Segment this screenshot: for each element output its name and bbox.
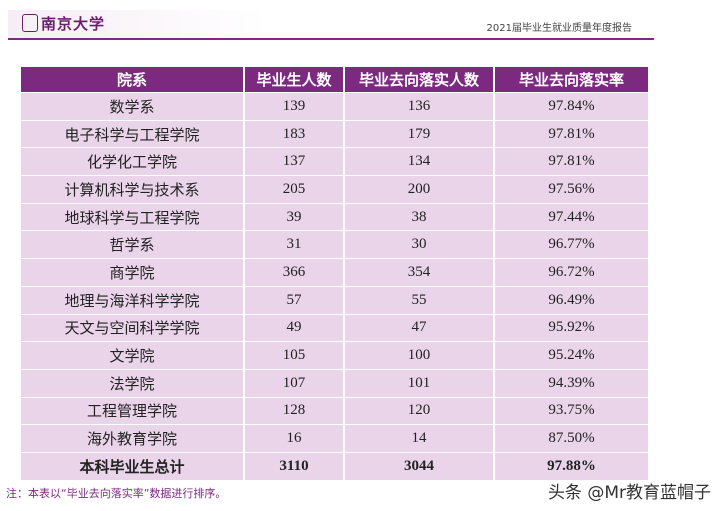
table-cell: 商学院 [21, 259, 243, 286]
header-row: 院系 毕业生人数 毕业去向落实人数 毕业去向落实率 [21, 67, 648, 92]
table-cell: 化学化工学院 [21, 148, 243, 176]
table-cell: 97.81% [495, 148, 648, 176]
table-cell: 205 [245, 176, 343, 203]
table-cell: 94.39% [495, 369, 648, 397]
table-cell: 183 [245, 120, 343, 148]
table-cell: 天文与空间科学学院 [21, 314, 243, 342]
table-cell: 工程管理学院 [21, 397, 243, 425]
table-row: 数学系 139 136 97.84% [21, 93, 648, 120]
table-cell: 海外教育学院 [21, 425, 243, 452]
report-title: 2021届毕业生就业质量年度报告 [486, 23, 632, 34]
table-cell: 30 [345, 231, 493, 259]
table-cell: 136 [345, 93, 493, 120]
watermark: 头条 @Mr教育蓝帽子 [547, 483, 711, 503]
table-cell: 法学院 [21, 369, 243, 397]
table-cell: 101 [345, 369, 493, 397]
table-cell: 哲学系 [21, 231, 243, 259]
table-cell: 14 [345, 425, 493, 452]
table-cell: 97.44% [495, 203, 648, 231]
total-cell: 3110 [245, 452, 343, 480]
table-cell: 计算机科学与技术系 [21, 176, 243, 203]
table-row: 文学院 105 100 95.24% [21, 342, 648, 369]
table-row: 地球科学与工程学院 39 38 97.44% [21, 203, 648, 231]
table-cell: 数学系 [21, 93, 243, 120]
table-row: 工程管理学院 128 120 93.75% [21, 397, 648, 425]
table-cell: 128 [245, 397, 343, 425]
table-cell: 57 [245, 286, 343, 314]
table-cell: 38 [345, 203, 493, 231]
table-cell: 地理与海洋科学学院 [21, 286, 243, 314]
logo-mark [22, 14, 38, 32]
table-cell: 39 [245, 203, 343, 231]
table-cell: 97.84% [495, 93, 648, 120]
total-cell: 3044 [345, 452, 493, 480]
table-cell: 96.77% [495, 231, 648, 259]
table-cell: 49 [245, 314, 343, 342]
table-cell: 366 [245, 259, 343, 286]
table-cell: 地球科学与工程学院 [21, 203, 243, 231]
total-row: 本科毕业生总计 3110 3044 97.88% [21, 452, 648, 480]
table-row: 电子科学与工程学院 183 179 97.81% [21, 120, 648, 148]
table-row: 天文与空间科学学院 49 47 95.92% [21, 314, 648, 342]
table-cell: 93.75% [495, 397, 648, 425]
table-row: 地理与海洋科学学院 57 55 96.49% [21, 286, 648, 314]
table-row: 化学化工学院 137 134 97.81% [21, 148, 648, 176]
table-cell: 179 [345, 120, 493, 148]
table-cell: 137 [245, 148, 343, 176]
table-cell: 107 [245, 369, 343, 397]
table-cell: 134 [345, 148, 493, 176]
table-cell: 95.24% [495, 342, 648, 369]
table-cell: 96.72% [495, 259, 648, 286]
column-header: 毕业生人数 [245, 67, 343, 92]
table-cell: 87.50% [495, 425, 648, 452]
table-cell: 16 [245, 425, 343, 452]
table-cell: 97.81% [495, 120, 648, 148]
table-cell: 100 [345, 342, 493, 369]
table-cell: 354 [345, 259, 493, 286]
table-row: 计算机科学与技术系 205 200 97.56% [21, 176, 648, 203]
table-row: 哲学系 31 30 96.77% [21, 231, 648, 259]
table-cell: 97.56% [495, 176, 648, 203]
table-cell: 文学院 [21, 342, 243, 369]
column-header: 院系 [21, 67, 243, 92]
logo: 南京大学 [22, 13, 105, 34]
table-cell: 47 [345, 314, 493, 342]
column-header: 毕业去向落实率 [495, 67, 648, 92]
footnote: 注：本表以“毕业去向落实率”数据进行排序。 [6, 487, 227, 500]
table-row: 海外教育学院 16 14 87.50% [21, 425, 648, 452]
total-cell: 97.88% [495, 452, 648, 480]
column-header: 毕业去向落实人数 [345, 67, 493, 92]
table-cell: 200 [345, 176, 493, 203]
table-cell: 139 [245, 93, 343, 120]
table-row: 法学院 107 101 94.39% [21, 369, 648, 397]
table-cell: 31 [245, 231, 343, 259]
logo-text: 南京大学 [41, 15, 106, 33]
data-table: 院系 毕业生人数 毕业去向落实人数 毕业去向落实率 数学系 139 136 97.84% 电子… [19, 66, 650, 481]
table-cell: 电子科学与工程学院 [21, 120, 243, 148]
table-cell: 120 [345, 397, 493, 425]
total-cell: 本科毕业生总计 [21, 452, 243, 480]
table-row: 商学院 366 354 96.72% [21, 259, 648, 286]
table-cell: 55 [345, 286, 493, 314]
table-cell: 96.49% [495, 286, 648, 314]
table-cell: 105 [245, 342, 343, 369]
header-banner: 南京大学 2021届毕业生就业质量年度报告 [8, 10, 654, 40]
table-cell: 95.92% [495, 314, 648, 342]
